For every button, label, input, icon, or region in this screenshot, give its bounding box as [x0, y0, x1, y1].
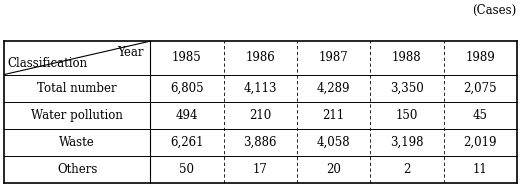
Text: 11: 11	[473, 163, 488, 176]
Text: 1987: 1987	[319, 51, 349, 64]
Text: Classification: Classification	[7, 57, 88, 70]
Text: 2,019: 2,019	[463, 136, 497, 149]
Text: 3,886: 3,886	[243, 136, 277, 149]
Text: 150: 150	[395, 109, 418, 122]
Text: 211: 211	[322, 109, 344, 122]
Text: 210: 210	[249, 109, 271, 122]
Text: 45: 45	[473, 109, 488, 122]
Text: 3,198: 3,198	[390, 136, 424, 149]
Text: 6,805: 6,805	[170, 82, 204, 95]
Text: 2,075: 2,075	[463, 82, 497, 95]
Text: 4,289: 4,289	[317, 82, 350, 95]
Text: 2: 2	[403, 163, 411, 176]
Text: 1988: 1988	[392, 51, 421, 64]
Text: 1985: 1985	[172, 51, 202, 64]
Text: 4,113: 4,113	[243, 82, 277, 95]
Text: 20: 20	[326, 163, 341, 176]
Text: 494: 494	[176, 109, 198, 122]
Text: (Cases): (Cases)	[473, 4, 517, 17]
Text: Water pollution: Water pollution	[31, 109, 123, 122]
Text: 6,261: 6,261	[170, 136, 204, 149]
Text: Year: Year	[118, 46, 144, 59]
Text: 4,058: 4,058	[317, 136, 350, 149]
Text: Others: Others	[57, 163, 97, 176]
Text: 1989: 1989	[465, 51, 495, 64]
Text: 3,350: 3,350	[390, 82, 424, 95]
Text: 17: 17	[253, 163, 268, 176]
Text: 50: 50	[179, 163, 194, 176]
Text: Waste: Waste	[59, 136, 95, 149]
Text: 1986: 1986	[245, 51, 275, 64]
Text: Total number: Total number	[38, 82, 117, 95]
